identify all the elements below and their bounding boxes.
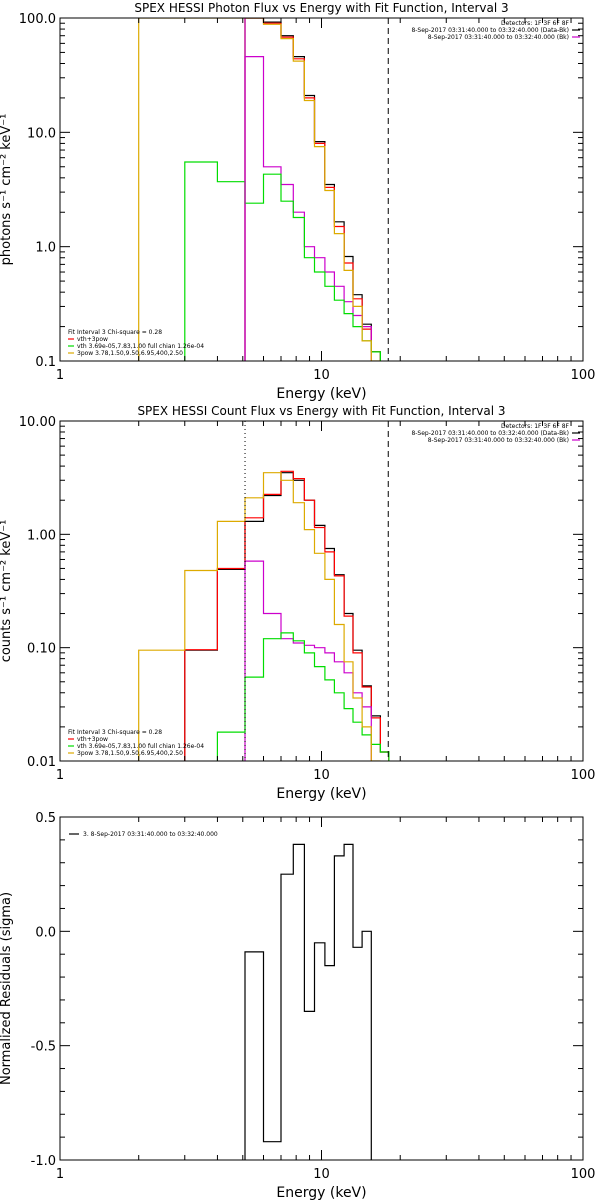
x-tick-label: 1: [56, 368, 64, 383]
legend-top-left-entry: 3. 8-Sep-2017 03:31:40.000 to 03:32:40.0…: [83, 831, 218, 838]
x-tick-label: 100: [571, 368, 596, 383]
series-line-vth: [216, 632, 390, 761]
y-tick-label: 0.0: [35, 925, 56, 940]
legend-bottom-left-entry: vth 3.69e-05,7.83,1.00 full chian 1.26e-…: [77, 743, 204, 750]
series-group: [244, 843, 372, 1160]
x-axis-label: Energy (keV): [276, 786, 366, 802]
y-tick-label: 0.10: [27, 642, 56, 657]
legend-top-right-entry: Detectors: 1F 3F 6F 8F: [501, 20, 570, 27]
y-tick-label: 10.00: [19, 415, 56, 430]
x-tick-label: 100: [571, 768, 596, 783]
chart-title: SPEX HESSI Photon Flux vs Energy with Fi…: [134, 1, 508, 15]
y-tick-label: 100.0: [19, 12, 56, 27]
x-tick-label: 10: [313, 368, 330, 383]
x-tick-label: 10: [313, 1167, 330, 1182]
series-line-3pow: [138, 472, 381, 761]
legend-bottom-left-entry: vth+3pow: [77, 736, 108, 743]
series-line-3pow: [138, 18, 381, 361]
y-tick-label: 0.1: [35, 355, 56, 370]
x-tick-label: 1: [56, 1167, 64, 1182]
series-line-data-bk: [184, 472, 390, 761]
x-tick-label: 1: [56, 768, 64, 783]
series-line-data-bk: [244, 18, 381, 361]
x-axis-label: Energy (keV): [276, 1185, 366, 1200]
y-tick-label: 0.5: [35, 811, 56, 826]
series-line-vth: [184, 161, 381, 361]
series-line-residuals: [244, 843, 372, 1160]
y-tick-label: -1.0: [31, 1154, 56, 1169]
y-tick-label: 0.01: [27, 755, 56, 770]
x-tick-label: 100: [571, 1167, 596, 1182]
legend-bottom-left-entry: 3pow 3.78,1.50,9.50,6.95,400,2.50: [77, 750, 183, 757]
legend-bottom-left-entry: Fit Interval 3 Chi-square = 0.28: [68, 329, 162, 336]
y-tick-label: 1.00: [27, 528, 56, 543]
legend-top-right-entry: Detectors: 1F 3F 6F 8F: [501, 423, 570, 430]
y-tick-label: 1.0: [35, 241, 56, 256]
series-line-bk: [244, 56, 372, 361]
series-line-vth-3pow: [244, 18, 381, 361]
x-tick-label: 10: [313, 768, 330, 783]
legend-bottom-left-entry: Fit Interval 3 Chi-square = 0.28: [68, 729, 162, 736]
legend-top-right-entry: 8-Sep-2017 03:31:40.000 to 03:32:40.000 …: [428, 34, 569, 41]
y-tick-label: 10.0: [27, 126, 56, 141]
y-axis-label: photons s⁻¹ cm⁻² keV⁻¹: [0, 114, 14, 266]
y-axis-label: counts s⁻¹ cm⁻² keV⁻¹: [0, 520, 14, 663]
plot-frame: [59, 816, 584, 1161]
series-line-bk: [244, 560, 372, 761]
chart-title: SPEX HESSI Count Flux vs Energy with Fit…: [137, 404, 505, 418]
y-tick-label: -0.5: [31, 1040, 56, 1055]
x-axis-label: Energy (keV): [276, 386, 366, 402]
series-line-vth-3pow: [184, 470, 390, 761]
legend-bottom-left-entry: vth+3pow: [77, 336, 108, 343]
series-group: [138, 421, 390, 761]
legend-bottom-left-entry: vth 3.69e-05,7.83,1.00 full chian 1.26e-…: [77, 343, 204, 350]
y-axis-label: Normalized Residuals (sigma): [0, 892, 14, 1085]
legend-top-right-entry: 8-Sep-2017 03:31:40.000 to 03:32:40.000 …: [411, 27, 569, 34]
series-group: [138, 18, 389, 361]
legend-top-right-entry: 8-Sep-2017 03:31:40.000 to 03:32:40.000 …: [411, 430, 569, 437]
legend-top-right-entry: 8-Sep-2017 03:31:40.000 to 03:32:40.000 …: [428, 437, 569, 444]
legend-bottom-left-entry: 3pow 3.78,1.50,9.50,6.95,400,2.50: [77, 350, 183, 357]
